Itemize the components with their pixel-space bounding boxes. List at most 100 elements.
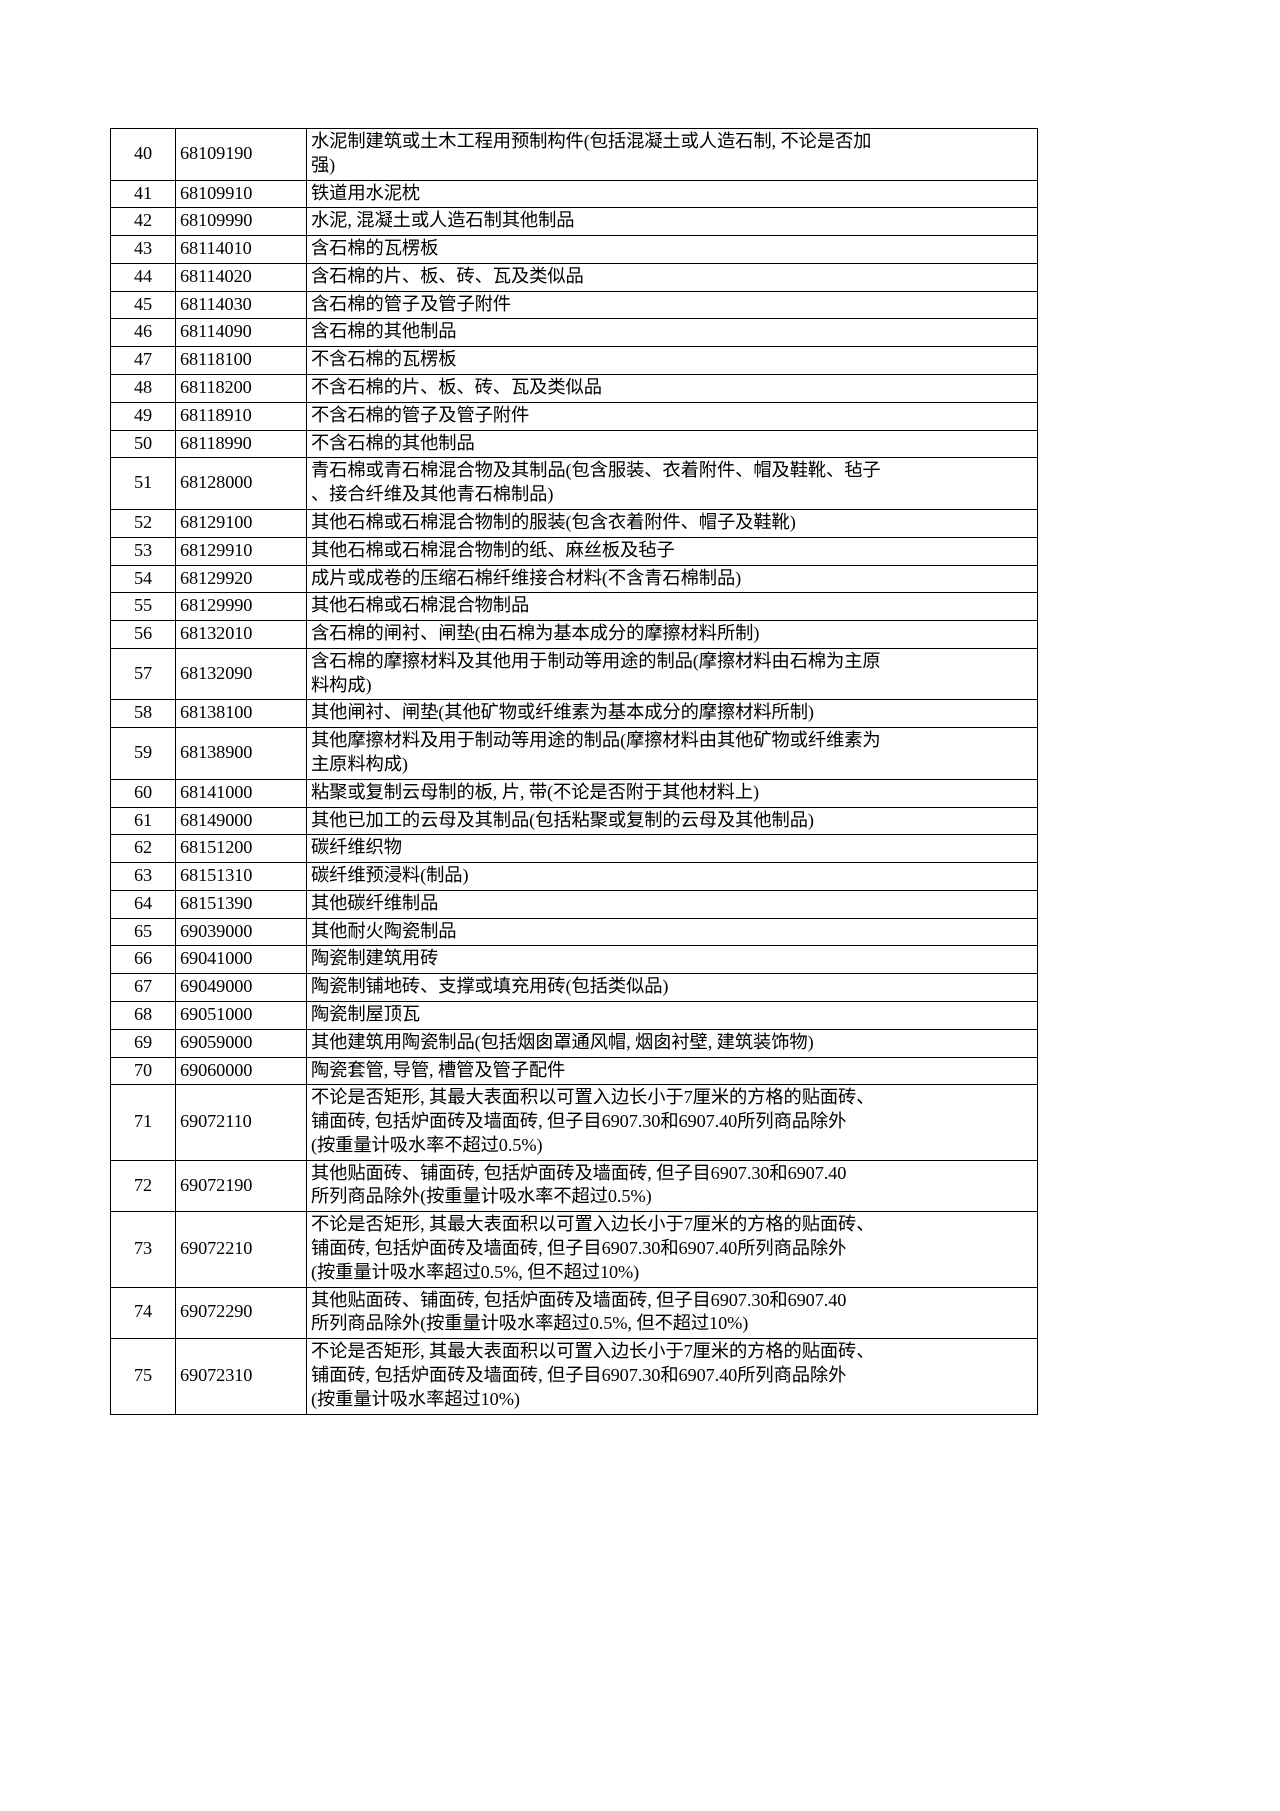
description-cell: 陶瓷制铺地砖、支撑或填充用砖(包括类似品) [306, 973, 1038, 1002]
hs-code-cell: 68129990 [175, 592, 307, 622]
description-cell: 其他已加工的云母及其制品(包括粘聚或复制的云母及其他制品) [306, 806, 1038, 836]
table-row: 51 68128000 青石棉或青石棉混合物及其制品(包含服装、衣着附件、帽及鞋靴、… [110, 457, 1038, 510]
description-cell: 含石棉的其他制品 [306, 318, 1038, 348]
table-row: 60 68141000 粘聚或复制云母制的板, 片, 带(不论是否附于其他材料上) [110, 778, 1038, 808]
description-cell: 水泥制建筑或土木工程用预制构件(包括混凝土或人造石制, 不论是否加 强) [306, 128, 1038, 181]
description-cell: 不论是否矩形, 其最大表面积以可置入边长小于7厘米的方格的贴面砖、 铺面砖, 包括… [306, 1084, 1038, 1161]
description-cell: 含石棉的闸衬、闸垫(由石棉为基本成分的摩擦材料所制) [306, 620, 1038, 649]
row-index-cell: 74 [110, 1286, 176, 1340]
hs-code-table: 40 68109190 水泥制建筑或土木工程用预制构件(包括混凝土或人造石制, 不论… [110, 128, 1038, 1415]
description-line: 料构成) [311, 674, 372, 695]
description-line: 不含石棉的瓦楞板 [311, 349, 457, 370]
row-index-cell: 72 [110, 1159, 176, 1213]
table-row: 73 69072210 不论是否矩形, 其最大表面积以可置入边长小于7厘米的方格的贴… [110, 1211, 1038, 1288]
row-index-cell: 64 [110, 889, 176, 919]
row-index-cell: 55 [110, 592, 176, 622]
row-index-cell: 56 [110, 620, 176, 649]
row-index-cell: 52 [110, 508, 176, 538]
table-row: 64 68151390 其他碳纤维制品 [110, 889, 1038, 919]
hs-code-cell: 69051000 [175, 1001, 307, 1030]
row-index-cell: 58 [110, 699, 176, 729]
description-line: (按重量计吸水率不超过0.5%) [311, 1134, 543, 1155]
hs-code-cell: 68129100 [175, 508, 307, 538]
description-line: 其他耐火陶瓷制品 [311, 920, 457, 941]
row-index-cell: 67 [110, 973, 176, 1002]
description-line: 不论是否矩形, 其最大表面积以可置入边长小于7厘米的方格的贴面砖、 [311, 1087, 875, 1108]
hs-code-cell: 68114090 [175, 318, 307, 348]
description-cell: 不含石棉的管子及管子附件 [306, 401, 1038, 431]
description-cell: 不含石棉的其他制品 [306, 429, 1038, 459]
hs-code-cell: 68129910 [175, 536, 307, 566]
description-line: 含石棉的片、板、砖、瓦及类似品 [311, 265, 584, 286]
row-index-cell: 54 [110, 564, 176, 594]
table-row: 54 68129920 成片或成卷的压缩石棉纤维接合材料(不含青石棉制品) [110, 564, 1038, 594]
description-line: 含石棉的其他制品 [311, 321, 457, 342]
description-cell: 其他贴面砖、铺面砖, 包括炉面砖及墙面砖, 但子目6907.30和6907.40… [306, 1159, 1038, 1213]
description-line: 所列商品除外(按重量计吸水率超过0.5%, 但不超过10%) [311, 1313, 749, 1334]
description-line: 其他贴面砖、铺面砖, 包括炉面砖及墙面砖, 但子目6907.30和6907.40 [311, 1289, 847, 1310]
table-row: 40 68109190 水泥制建筑或土木工程用预制构件(包括混凝土或人造石制, 不论… [110, 128, 1038, 181]
description-cell: 碳纤维预浸料(制品) [306, 862, 1038, 891]
description-cell: 不含石棉的瓦楞板 [306, 346, 1038, 376]
row-index-cell: 61 [110, 806, 176, 836]
row-index-cell: 59 [110, 727, 176, 780]
hs-code-cell: 68151310 [175, 862, 307, 891]
hs-code-cell: 68138100 [175, 699, 307, 729]
table-row: 50 68118990 不含石棉的其他制品 [110, 429, 1038, 459]
hs-code-cell: 68114010 [175, 235, 307, 264]
description-line: 其他建筑用陶瓷制品(包括烟囱罩通风帽, 烟囱衬壁, 建筑装饰物) [311, 1031, 814, 1052]
row-index-cell: 75 [110, 1338, 176, 1415]
row-index-cell: 41 [110, 179, 176, 209]
hs-code-cell: 69059000 [175, 1028, 307, 1058]
description-cell: 不论是否矩形, 其最大表面积以可置入边长小于7厘米的方格的贴面砖、 铺面砖, 包括… [306, 1211, 1038, 1288]
description-line: 其他石棉或石棉混合物制品 [311, 595, 530, 616]
table-row: 48 68118200 不含石棉的片、板、砖、瓦及类似品 [110, 374, 1038, 403]
table-row: 58 68138100 其他闸衬、闸垫(其他矿物或纤维素为基本成分的摩擦材料所制) [110, 699, 1038, 729]
row-index-cell: 66 [110, 945, 176, 975]
hs-code-cell: 68129920 [175, 564, 307, 594]
description-line: 、接合纤维及其他青石棉制品) [311, 484, 554, 505]
table-row: 71 69072110 不论是否矩形, 其最大表面积以可置入边长小于7厘米的方格的贴… [110, 1084, 1038, 1161]
description-line: 陶瓷制铺地砖、支撑或填充用砖(包括类似品) [311, 976, 669, 997]
hs-code-cell: 69072190 [175, 1159, 307, 1213]
row-index-cell: 50 [110, 429, 176, 459]
description-line: 其他摩擦材料及用于制动等用途的制品(摩擦材料由其他矿物或纤维素为 [311, 730, 881, 751]
row-index-cell: 65 [110, 917, 176, 947]
description-line: 其他贴面砖、铺面砖, 包括炉面砖及墙面砖, 但子目6907.30和6907.40 [311, 1162, 847, 1183]
hs-code-cell: 69072110 [175, 1084, 307, 1161]
row-index-cell: 48 [110, 374, 176, 403]
description-cell: 陶瓷制屋顶瓦 [306, 1001, 1038, 1030]
description-line: 主原料构成) [311, 753, 408, 774]
row-index-cell: 43 [110, 235, 176, 264]
description-line: 碳纤维预浸料(制品) [311, 865, 469, 886]
row-index-cell: 49 [110, 401, 176, 431]
description-cell: 其他摩擦材料及用于制动等用途的制品(摩擦材料由其他矿物或纤维素为 主原料构成) [306, 727, 1038, 780]
description-cell: 成片或成卷的压缩石棉纤维接合材料(不含青石棉制品) [306, 564, 1038, 594]
description-line: (按重量计吸水率超过10%) [311, 1388, 520, 1409]
row-index-cell: 62 [110, 834, 176, 864]
description-line: 其他已加工的云母及其制品(包括粘聚或复制的云母及其他制品) [311, 809, 814, 830]
table-row: 49 68118910 不含石棉的管子及管子附件 [110, 401, 1038, 431]
description-line: 陶瓷制屋顶瓦 [311, 1004, 421, 1024]
row-index-cell: 53 [110, 536, 176, 566]
hs-code-cell: 68151200 [175, 834, 307, 864]
table-row: 56 68132010 含石棉的闸衬、闸垫(由石棉为基本成分的摩擦材料所制) [110, 620, 1038, 649]
description-cell: 不含石棉的片、板、砖、瓦及类似品 [306, 374, 1038, 403]
description-line: 强) [311, 154, 336, 175]
table-row: 69 69059000 其他建筑用陶瓷制品(包括烟囱罩通风帽, 烟囱衬壁, 建筑装饰… [110, 1028, 1038, 1058]
description-line: 不含石棉的其他制品 [311, 432, 475, 453]
description-line: 其他石棉或石棉混合物制的纸、麻丝板及毡子 [311, 539, 675, 560]
table-row: 74 69072290 其他贴面砖、铺面砖, 包括炉面砖及墙面砖, 但子目6907.… [110, 1286, 1038, 1340]
table-row: 46 68114090 含石棉的其他制品 [110, 318, 1038, 348]
hs-code-cell: 69072310 [175, 1338, 307, 1415]
row-index-cell: 68 [110, 1001, 176, 1030]
description-line: 不含石棉的管子及管子附件 [311, 404, 530, 425]
hs-code-cell: 68114020 [175, 262, 307, 292]
description-line: 不论是否矩形, 其最大表面积以可置入边长小于7厘米的方格的贴面砖、 [311, 1341, 875, 1362]
description-line: 陶瓷制建筑用砖 [311, 948, 439, 969]
hs-code-cell: 69039000 [175, 917, 307, 947]
table-row: 45 68114030 含石棉的管子及管子附件 [110, 290, 1038, 320]
description-line: 水泥制建筑或土木工程用预制构件(包括混凝土或人造石制, 不论是否加 [311, 131, 872, 151]
description-line: 含石棉的瓦楞板 [311, 238, 439, 259]
